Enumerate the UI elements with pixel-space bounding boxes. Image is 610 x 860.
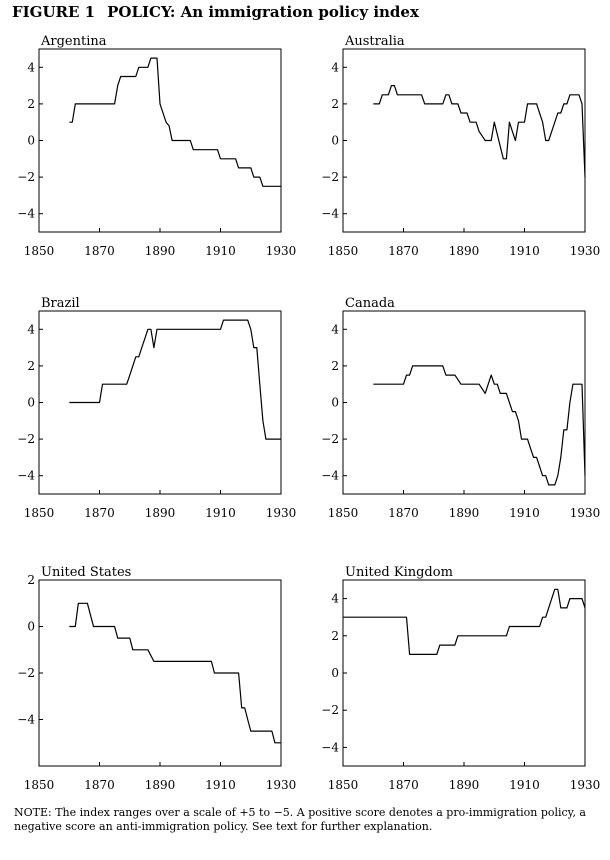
x-tick-label: 1930 — [570, 778, 601, 792]
x-tick-label: 1910 — [509, 506, 540, 520]
x-tick-label: 1910 — [509, 778, 540, 792]
y-tick-label: −4 — [321, 207, 339, 221]
x-tick-label: 1930 — [266, 244, 297, 258]
plot-frame — [38, 48, 282, 233]
x-tick-label: 1930 — [570, 506, 601, 520]
y-tick-label: 0 — [27, 396, 35, 410]
panel-title: Brazil — [41, 296, 80, 311]
y-tick-label: 4 — [27, 322, 35, 336]
y-tick-label: −2 — [17, 170, 35, 184]
series-line — [373, 84, 586, 178]
x-tick-label: 1890 — [145, 778, 176, 792]
panel-title: Canada — [345, 296, 395, 311]
x-tick-label: 1910 — [205, 778, 236, 792]
x-tick-label: 1870 — [84, 506, 115, 520]
y-tick-label: 0 — [27, 620, 35, 634]
y-tick-label: −2 — [321, 703, 339, 717]
series-line — [373, 365, 586, 486]
y-tick-label: −4 — [17, 207, 35, 221]
panel-canada: Canada 4 2 0 −2 −4 1850 1870 1890 1910 1930 — [321, 296, 600, 520]
panel-brazil: Brazil 4 2 0 −2 −4 1850 1870 1890 1910 1930 — [17, 296, 296, 520]
x-tick-label: 1850 — [24, 778, 55, 792]
y-tick-label: 2 — [27, 573, 35, 587]
panel-united-kingdom: United Kingdom 4 2 0 −2 −4 1850 1870 1890 1910 193… — [321, 565, 600, 792]
y-tick-label: 2 — [27, 359, 35, 373]
x-tick-label: 1910 — [509, 244, 540, 258]
plot-frame — [38, 579, 282, 767]
x-tick-label: 1890 — [145, 244, 176, 258]
figure-title: FIGURE 1 POLICY: An immigration policy in… — [12, 3, 419, 21]
x-tick-label: 1910 — [205, 244, 236, 258]
y-tick-label: −2 — [17, 666, 35, 680]
x-tick-label: 1850 — [24, 506, 55, 520]
y-tick-label: −2 — [17, 432, 35, 446]
x-tick-label: 1910 — [205, 506, 236, 520]
x-tick-label: 1870 — [388, 506, 419, 520]
x-tick-label: 1930 — [266, 778, 297, 792]
x-tick-label: 1850 — [328, 778, 359, 792]
series-line — [69, 319, 281, 440]
panel-title: Argentina — [40, 34, 107, 49]
y-tick-label: −4 — [321, 740, 339, 754]
panel-argentina: Argentina 4 2 0 −2 −4 1850 1870 1890 1910 1930 — [17, 34, 296, 258]
y-tick-label: −2 — [321, 170, 339, 184]
x-tick-label: 1870 — [84, 244, 115, 258]
y-tick-label: 4 — [331, 592, 339, 606]
figure-caption: POLICY: An immigration policy index — [107, 3, 419, 21]
panel-title: United Kingdom — [345, 565, 453, 580]
x-tick-label: 1850 — [24, 244, 55, 258]
x-tick-label: 1890 — [145, 506, 176, 520]
series-line — [69, 602, 281, 744]
x-tick-label: 1870 — [84, 778, 115, 792]
y-tick-label: 0 — [331, 134, 339, 148]
x-tick-label: 1890 — [449, 244, 480, 258]
panel-title: United States — [41, 565, 131, 580]
y-tick-label: 2 — [331, 629, 339, 643]
y-tick-label: 0 — [331, 666, 339, 680]
y-tick-label: 2 — [331, 359, 339, 373]
y-tick-label: −4 — [17, 713, 35, 727]
x-tick-label: 1930 — [266, 506, 297, 520]
y-tick-label: 4 — [27, 60, 35, 74]
y-tick-label: 2 — [27, 97, 35, 111]
x-tick-label: 1850 — [328, 506, 359, 520]
series-line — [343, 588, 586, 656]
y-tick-label: −4 — [321, 469, 339, 483]
x-tick-label: 1870 — [388, 778, 419, 792]
panel-australia: Australia 4 2 0 −2 −4 1850 1870 1890 1910 1930 — [321, 34, 600, 258]
y-tick-label: 4 — [331, 322, 339, 336]
y-tick-label: 4 — [331, 60, 339, 74]
y-tick-label: 0 — [27, 134, 35, 148]
panel-united-states: United States 2 0 −2 −4 1850 1870 1890 1910 1930 — [17, 565, 296, 792]
y-tick-label: −4 — [17, 469, 35, 483]
figure-number: FIGURE 1 — [12, 3, 96, 21]
figure-note: NOTE: The index ranges over a scale of +… — [14, 806, 586, 833]
x-tick-label: 1930 — [570, 244, 601, 258]
series-line — [69, 57, 281, 187]
x-tick-label: 1890 — [449, 506, 480, 520]
x-tick-label: 1890 — [449, 778, 480, 792]
panel-title: Australia — [344, 34, 405, 49]
y-tick-label: 2 — [331, 97, 339, 111]
x-tick-label: 1870 — [388, 244, 419, 258]
x-tick-label: 1850 — [328, 244, 359, 258]
y-tick-label: −2 — [321, 432, 339, 446]
y-tick-label: 0 — [331, 396, 339, 410]
plot-frame — [342, 310, 586, 495]
